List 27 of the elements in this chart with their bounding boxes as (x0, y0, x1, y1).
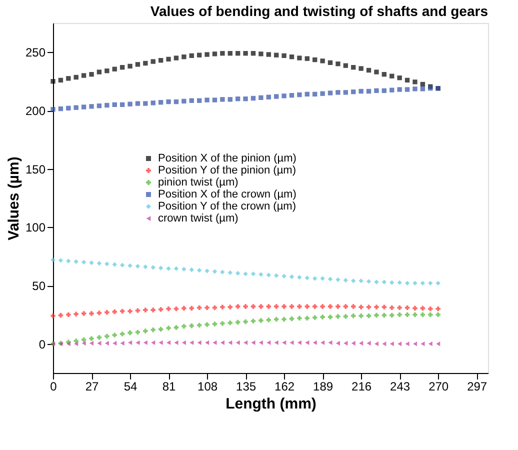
x-tick-label: 0 (50, 380, 58, 394)
legend-label: Position X of the crown (µm) (158, 188, 296, 200)
y-tick-label: 100 (25, 220, 46, 235)
x-tick-label: 216 (352, 380, 372, 394)
legend-label: crown twist (µm) (158, 212, 238, 224)
chart-title: Values of bending and twisting of shafts and gears (150, 3, 488, 19)
x-tick-label: 135 (236, 380, 256, 394)
y-tick-label: 200 (25, 104, 46, 118)
legend-label: pinion twist (µm) (158, 176, 238, 188)
y-axis-title: Values (µm) (5, 156, 22, 240)
legend-label: Position Y of the pinion (µm) (158, 164, 296, 176)
x-tick-label: 54 (124, 380, 138, 394)
x-tick-label: 189 (313, 380, 334, 394)
y-tick-label: 0 (38, 337, 46, 352)
x-tick-label: 270 (428, 380, 449, 394)
legend-label: Position Y of the crown (µm) (158, 200, 296, 212)
x-tick-label: 81 (162, 380, 176, 394)
x-axis-title: Length (mm) (226, 396, 316, 412)
legend-label: Position X of the pinion (µm) (158, 152, 296, 164)
x-tick-label: 108 (198, 380, 218, 394)
y-tick-label: 150 (25, 162, 46, 176)
x-tick-label: 243 (390, 380, 410, 394)
x-tick-label: 297 (467, 380, 488, 394)
y-tick-label: 50 (32, 279, 46, 293)
y-tick-label: 250 (25, 46, 46, 60)
x-tick-label: 27 (85, 380, 99, 394)
x-tick-label: 162 (274, 380, 295, 394)
